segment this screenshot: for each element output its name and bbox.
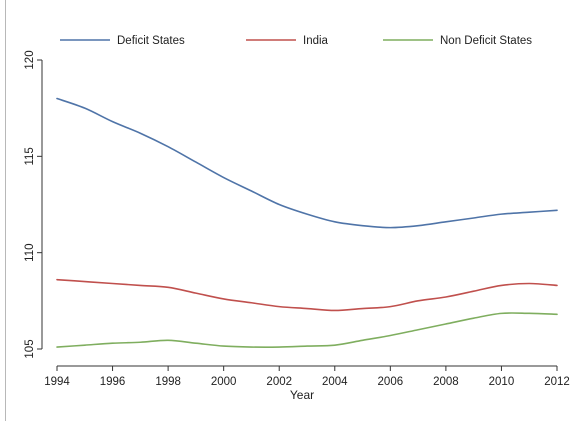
y-tick-label: 115 — [24, 147, 36, 165]
series-lines — [56, 97, 558, 348]
x-tick-label: 1998 — [155, 376, 181, 388]
y-tick-label: 110 — [24, 243, 36, 261]
x-tick-label: 2000 — [211, 376, 237, 388]
legend-label-deficit-states: Deficit States — [117, 35, 185, 47]
x-tick-label: 2002 — [266, 376, 292, 388]
series-line-india — [56, 278, 558, 312]
axes: 105 110 115 120 1994 1996 1998 2000 2002 2004 2006… — [24, 50, 570, 402]
x-tick-label: 2006 — [378, 376, 404, 388]
legend-label-india: India — [303, 35, 329, 47]
series-line-non-deficit-states — [56, 312, 558, 348]
series-line-deficit-states — [56, 97, 558, 229]
x-axis-title: Year — [290, 388, 314, 402]
y-tick-label: 105 — [24, 339, 36, 358]
x-tick-label: 2012 — [544, 376, 570, 388]
x-tick-label: 2010 — [489, 376, 515, 388]
x-tick-label: 1996 — [100, 376, 126, 388]
legend-label-non-deficit-states: Non Deficit States — [440, 35, 532, 47]
x-tick-label: 2008 — [433, 376, 459, 388]
x-tick-label: 1994 — [44, 376, 70, 388]
x-tick-label: 2004 — [322, 376, 348, 388]
legend: Deficit States India Non Deficit States — [60, 35, 532, 47]
frame-border — [5, 0, 6, 421]
y-tick-label: 120 — [24, 50, 36, 69]
